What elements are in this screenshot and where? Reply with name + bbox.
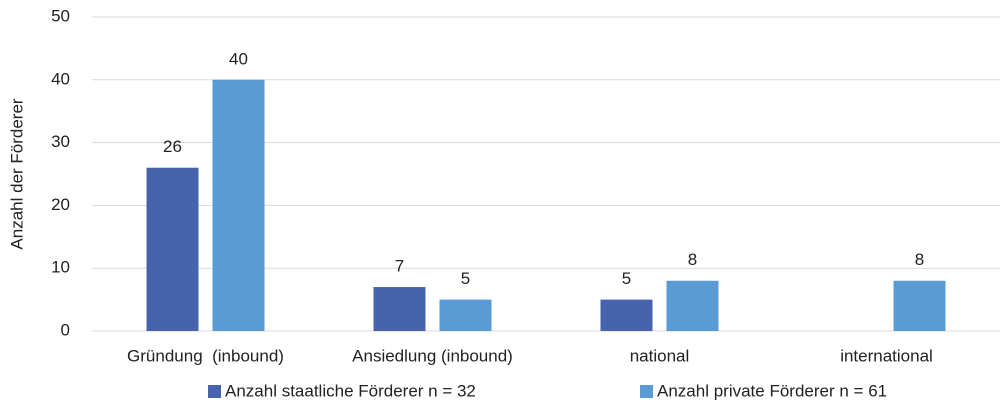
data-label: 26: [163, 137, 182, 156]
data-label: 5: [622, 269, 631, 288]
bar: [146, 167, 199, 331]
x-tick-label: international: [840, 346, 933, 365]
bar: [893, 280, 946, 331]
bar: [666, 280, 719, 331]
y-tick-label: 0: [61, 320, 70, 339]
y-axis-label: Anzahl der Förderer: [7, 98, 26, 250]
y-tick-label: 50: [51, 6, 70, 25]
bar: [373, 287, 426, 331]
legend-label: Anzahl staatliche Förderer n = 32: [225, 381, 476, 400]
y-tick-label: 40: [51, 69, 70, 88]
legend-swatch: [208, 385, 221, 398]
y-tick-label: 10: [51, 258, 70, 277]
bar: [212, 79, 265, 331]
bar: [600, 299, 653, 331]
legend-swatch: [640, 385, 653, 398]
y-tick-label: 30: [51, 132, 70, 151]
x-tick-label: national: [630, 346, 690, 365]
data-label: 40: [229, 49, 248, 68]
data-label: 8: [688, 250, 697, 269]
data-label: 5: [461, 269, 470, 288]
bar: [439, 299, 492, 331]
x-tick-label: Ansiedlung (inbound): [352, 346, 513, 365]
data-label: 7: [395, 257, 404, 276]
x-tick-label: Gründung (inbound): [127, 346, 284, 365]
legend-label: Anzahl private Förderer n = 61: [657, 381, 887, 400]
y-tick-label: 20: [51, 195, 70, 214]
data-label: 8: [915, 250, 924, 269]
